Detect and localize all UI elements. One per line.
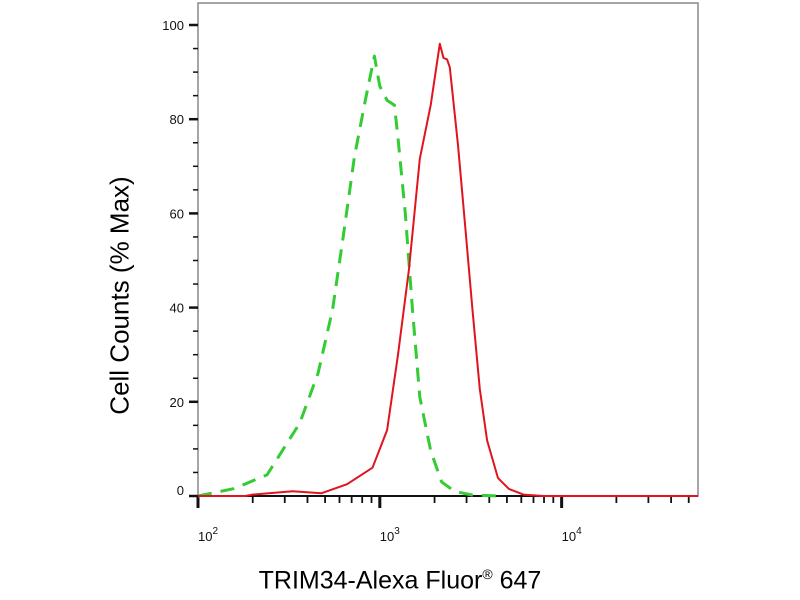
x-tick-exponent: 4 — [576, 526, 582, 537]
x-tick-label: 103 — [380, 526, 400, 544]
x-tick-exponent: 3 — [394, 526, 400, 537]
y-tick-label: 80 — [170, 112, 184, 127]
registered-mark: ® — [482, 566, 493, 582]
x-tick-label: 104 — [562, 526, 582, 544]
x-axis-label-main: TRIM34-Alexa Fluor — [258, 566, 483, 595]
y-tick-label: 20 — [170, 395, 184, 410]
series-line-control — [197, 54, 499, 498]
plot-frame — [197, 2, 699, 497]
y-tick-label: 40 — [170, 301, 184, 316]
x-tick-label: 102 — [198, 526, 218, 544]
y-tick-label: 0 — [177, 483, 184, 498]
y-tick-label: 60 — [170, 206, 184, 221]
y-tick-label: 100 — [162, 18, 184, 33]
y-axis-label: Cell Counts (% Max) — [104, 176, 135, 415]
x-tick-exponent: 2 — [212, 526, 218, 537]
x-axis-label: TRIM34-Alexa Fluor® 647 — [0, 566, 800, 595]
series-line-trim34 — [198, 42, 698, 497]
x-axis-label-tail: 647 — [492, 566, 542, 595]
